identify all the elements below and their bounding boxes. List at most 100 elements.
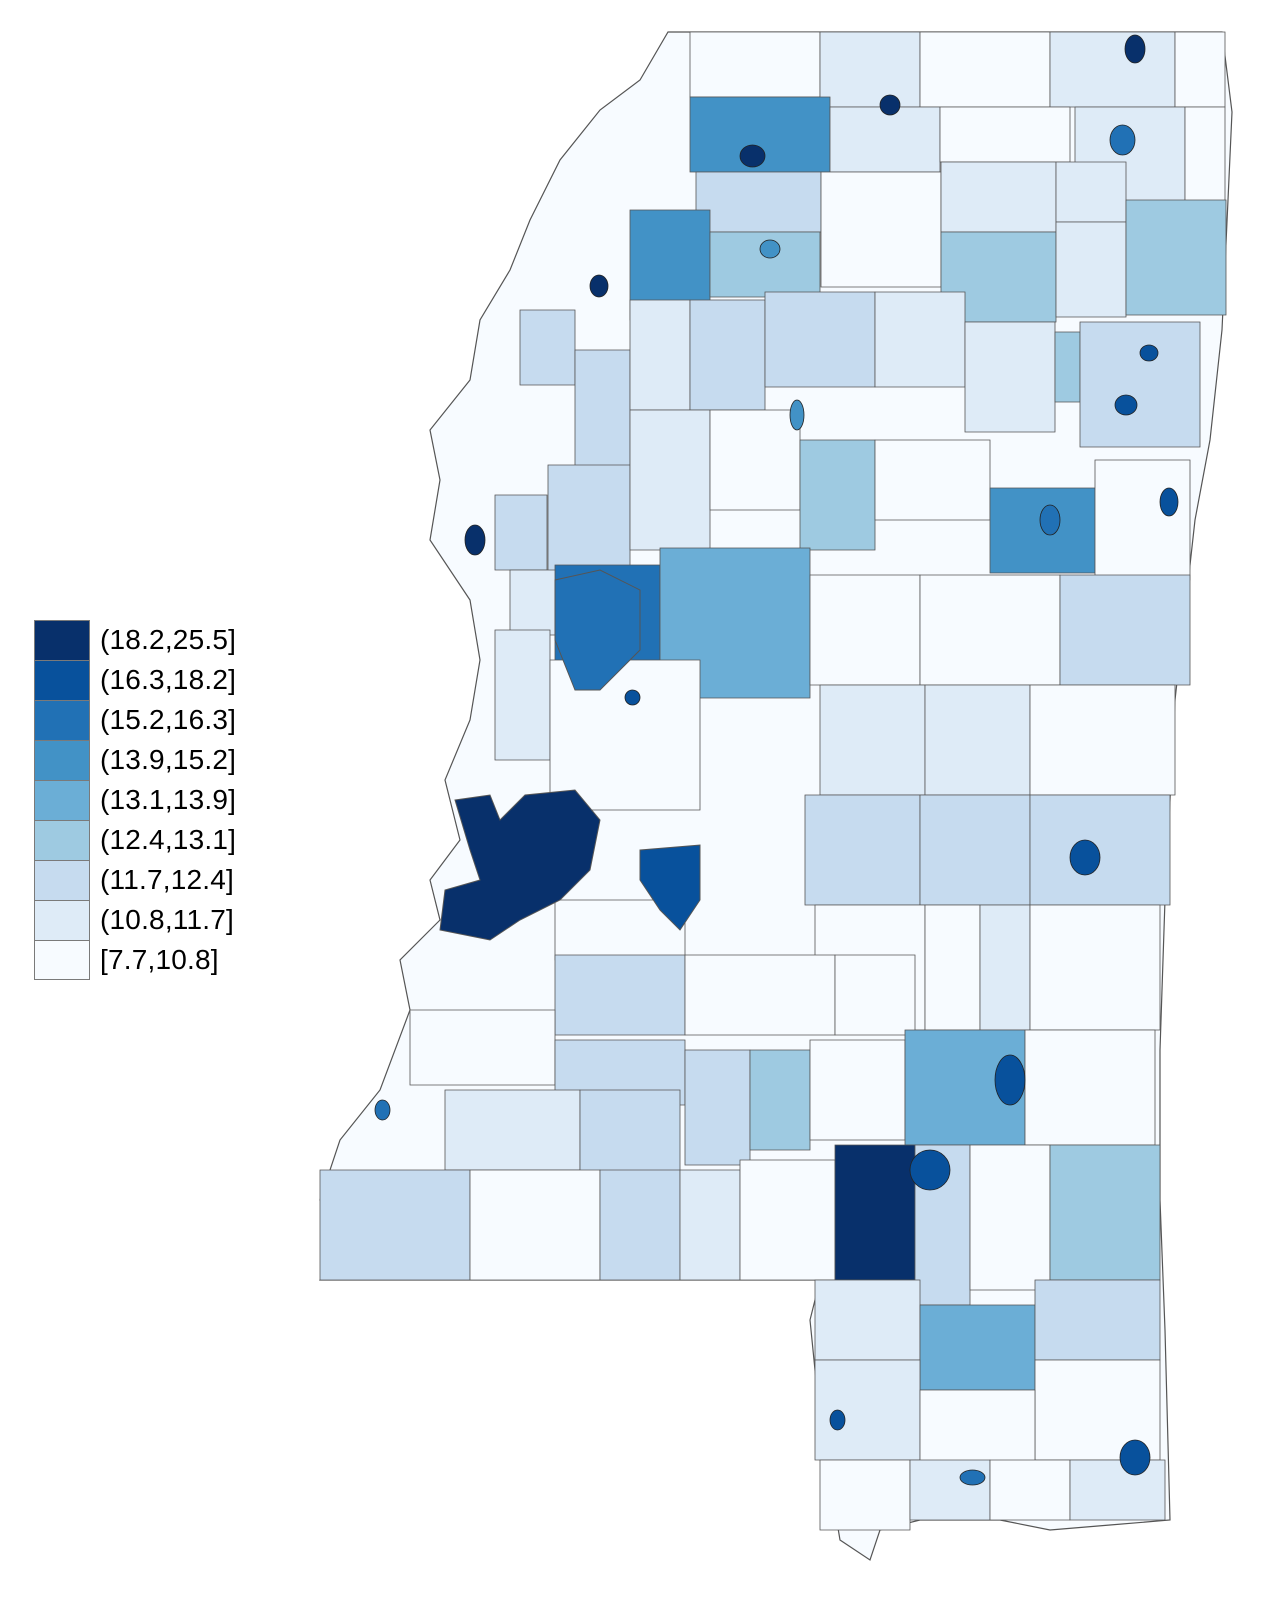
county (964, 321, 1056, 433)
city-area (789, 399, 805, 431)
county (819, 684, 926, 796)
county (989, 1459, 1071, 1521)
high-value-area (554, 569, 641, 691)
county (1125, 199, 1227, 316)
county (574, 349, 631, 481)
county (814, 1359, 921, 1461)
legend-label: (12.4,13.1] (100, 824, 237, 855)
county (1055, 161, 1127, 223)
county (1034, 1279, 1161, 1361)
county (689, 299, 766, 411)
county (739, 1159, 836, 1281)
city-area (589, 274, 609, 298)
county (599, 1169, 681, 1281)
legend-swatch (34, 820, 90, 860)
county (979, 904, 1031, 1031)
city-area (1119, 1439, 1151, 1476)
county (804, 794, 921, 906)
city-area (879, 94, 901, 116)
legend-swatch (34, 620, 90, 660)
legend-label: (10.8,11.7] (100, 904, 234, 935)
county (909, 1459, 991, 1521)
city-area (1114, 394, 1138, 416)
high-value-area (439, 789, 601, 941)
county (834, 1144, 916, 1281)
city-area (1124, 34, 1146, 64)
county (1029, 794, 1171, 906)
county (554, 954, 686, 1036)
legend-label: (13.9,15.2] (100, 744, 237, 775)
county (679, 1169, 741, 1281)
city-area (1039, 504, 1061, 536)
county (519, 309, 576, 386)
county (547, 464, 631, 576)
county (749, 1049, 811, 1151)
county (829, 106, 941, 173)
county (494, 494, 548, 571)
city-area (1159, 487, 1179, 517)
county (319, 1169, 471, 1281)
legend-label: (16.3,18.2] (100, 664, 237, 695)
county (969, 1144, 1051, 1291)
county (1054, 331, 1081, 403)
county (1174, 31, 1226, 108)
legend: (18.2,25.5] (16.3,18.2] (15.2,16.3] (13.9,1… (34, 620, 236, 980)
county (689, 31, 821, 98)
county (1094, 459, 1191, 581)
high-value-area (639, 844, 701, 931)
county (834, 954, 916, 1036)
city-area (1109, 124, 1136, 156)
county (874, 439, 991, 521)
legend-label: (13.1,13.9] (100, 784, 237, 815)
county (1055, 221, 1127, 318)
legend-item: (13.1,13.9] (34, 780, 236, 820)
county (919, 574, 1061, 686)
county (629, 299, 691, 411)
county (874, 291, 966, 388)
county (494, 629, 551, 761)
county (1079, 321, 1201, 448)
legend-label: (15.2,16.3] (100, 704, 237, 735)
legend-label: [7.7,10.8] (100, 944, 219, 975)
city-area (829, 1409, 846, 1431)
city-area (759, 239, 781, 259)
county (709, 409, 801, 511)
county (1049, 1144, 1161, 1281)
county (409, 1009, 556, 1086)
legend-item: (11.7,12.4] (34, 860, 236, 900)
county (924, 904, 981, 1031)
county (819, 31, 921, 108)
county (695, 171, 822, 233)
county (1024, 1029, 1156, 1146)
county (629, 409, 711, 551)
county (820, 171, 942, 288)
county (1059, 574, 1191, 686)
legend-item: (12.4,13.1] (34, 820, 236, 860)
map-layer (319, 31, 1233, 1561)
city-area (464, 524, 486, 556)
county (684, 1049, 751, 1166)
county (919, 31, 1051, 108)
county (814, 1279, 921, 1361)
legend-item: (18.2,25.5] (34, 620, 236, 660)
legend-label: (11.7,12.4] (100, 864, 234, 895)
legend-swatch (34, 740, 90, 780)
legend-item: (15.2,16.3] (34, 700, 236, 740)
county (819, 1459, 911, 1531)
legend-swatch (34, 900, 90, 940)
legend-swatch (34, 860, 90, 900)
legend-swatch (34, 700, 90, 740)
county (1049, 31, 1176, 108)
county (1029, 904, 1161, 1031)
county (939, 106, 1071, 163)
county (919, 1304, 1036, 1391)
county (1069, 1459, 1166, 1521)
county (444, 1089, 581, 1171)
city-area (739, 144, 766, 168)
city-area (994, 1054, 1026, 1106)
county (924, 684, 1031, 796)
city-area (374, 1099, 391, 1121)
county (919, 794, 1031, 906)
legend-swatch (34, 780, 90, 820)
